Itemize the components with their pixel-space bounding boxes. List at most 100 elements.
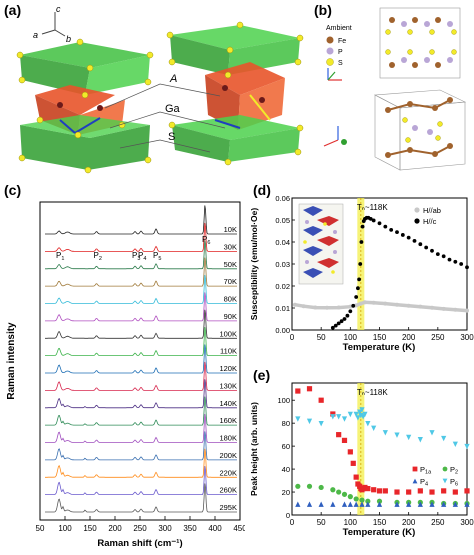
peak-point-P4 [417,501,423,507]
peak-point-P6 [394,432,400,438]
peak-ytick-label-20: 20 [282,488,290,497]
peak-point-P2 [353,496,359,502]
susc-point-c [465,265,469,270]
peak-xtick-label-250: 250 [431,518,445,527]
peak-point-P6 [429,430,435,436]
raman-curve-10K [45,205,237,235]
peak-xlabel: Temperature (K) [343,527,416,538]
raman-xtick-label-100: 100 [58,524,72,533]
peak-xtick-label-0: 0 [290,518,295,527]
susc-point-ab [383,301,388,306]
susc-ytick-label-0.03: 0.03 [275,260,290,269]
susc-point-c [441,254,446,259]
susc-point-c [389,228,394,232]
raman-ylabel: Raman intensity [6,322,17,400]
susc-point-c [406,235,411,240]
susc-point-ab [354,303,359,308]
susc-ylabel: Susceptibility (emu/mol·Oe) [249,208,259,321]
susc-point-c [333,323,338,328]
mini-axes-top [327,68,342,81]
susc-point-ab [418,304,423,309]
peak-point-P6 [330,414,336,420]
susc-point-c [342,317,347,321]
raman-temp-label-50K: 50K [224,260,237,269]
peak-point-P1a [347,449,353,455]
susc-point-c [371,218,376,223]
raman-curve-260K [45,466,237,495]
raman-temp-label-110K: 110K [220,347,237,356]
legend-marker-P2 [442,466,448,472]
raman-peak-label-P2: P2 [94,251,102,262]
raman-curve-70K [45,257,237,287]
raman-temp-label-90K: 90K [224,312,237,321]
susc-point-ab [348,304,353,309]
structure-compressed [170,25,300,162]
peak-point-P1a [429,489,435,495]
susc-ytick-label-0.00: 0.00 [275,326,290,335]
panel-c-label: (c) [4,182,22,198]
annotation-leaders [104,83,226,153]
susc-point-ab [301,304,306,309]
peak-xtick-label-100: 100 [344,518,358,527]
peak-point-P4 [429,501,435,507]
panel-d-label: (d) [253,182,271,198]
susc-point-ab [465,308,469,313]
raman-curve-130K [45,361,237,391]
raman-xlabel: Raman shift (cm⁻¹) [97,538,182,549]
raman-curve-140K [45,379,237,409]
peak-point-P2 [318,484,324,491]
raman-peak-label-P6: P6 [202,235,210,246]
susc-point-c [336,321,341,326]
peak-point-P1a [452,489,458,495]
susc-point-c [435,252,440,256]
raman-peak-label-P5: P5 [153,251,161,262]
peak-point-P1a [382,488,388,494]
annotation-A: A [169,73,177,85]
susc-point-ab [395,302,399,307]
susc-point-c [330,325,335,330]
susc-point-ab [325,305,329,310]
panel-d: (d) 0 50 100 150 200 250 300 0.00 0.01 0.02 0.03 0… [245,180,474,365]
peak-point-P1a [353,474,359,480]
legend-marker-P1a [412,466,418,472]
peak-point-P6 [365,420,371,427]
susc-point-c [418,242,423,247]
peak-ytick-label-60: 60 [282,442,290,451]
raman-chart: 295K 260K 220K 200K 180K 160K 140K 130K 120K 110K… [6,201,247,549]
peak-point-P2 [347,494,353,500]
susc-point-ab [336,305,341,310]
legend-marker-P4 [412,478,418,484]
susc-point-c [354,295,359,299]
peak-point-P2 [365,498,371,504]
susc-point-ab [453,307,458,312]
raman-xtick-label-150: 150 [83,524,97,533]
susc-point-ab [362,300,367,305]
susc-point-c [447,257,452,262]
panel-b-structure: Ambient Fe P S [323,7,467,171]
peak-point-P4 [365,501,371,507]
raman-curve-220K [45,448,237,478]
raman-xtick-label-50: 50 [36,524,45,533]
peak-point-P1a [417,488,423,494]
raman-temp-label-30K: 30K [224,242,237,251]
susc-series-ab-line [294,300,468,313]
susc-point-c [358,262,363,266]
peak-xtick-label-300: 300 [460,518,474,527]
raman-temp-label-100K: 100K [219,329,237,338]
peak-point-P6 [318,420,324,427]
susc-xtick-label-200: 200 [402,333,416,342]
susc-point-ab [406,303,411,308]
raman-curve-180K [45,413,237,443]
peak-point-P4 [441,501,447,507]
legend-marker-P6 [442,478,448,484]
raman-curve-110K [45,327,237,356]
peak-point-P1a [341,437,348,443]
peak-ylabel: Peak height (arb. units) [249,402,259,496]
legend-label-c: H//c [423,217,437,226]
susc-xtick-label-300: 300 [460,333,474,342]
peak-point-P4 [376,501,383,507]
susc-ytick-label-0.01: 0.01 [275,304,290,313]
axis-b-label: b [66,34,71,44]
peak-point-P4 [330,501,336,507]
susc-point-ab [313,305,318,310]
